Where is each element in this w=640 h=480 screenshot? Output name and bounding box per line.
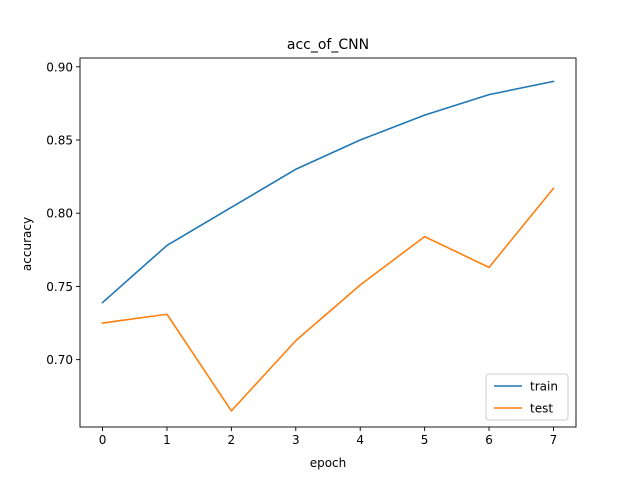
x-tick-label: 5 bbox=[421, 433, 429, 447]
x-tick-label: 6 bbox=[485, 433, 493, 447]
x-tick-label: 3 bbox=[292, 433, 300, 447]
x-axis-title: epoch bbox=[310, 456, 347, 470]
x-tick-label: 7 bbox=[550, 433, 558, 447]
y-tick-label: 0.70 bbox=[46, 353, 73, 367]
y-tick-label: 0.90 bbox=[46, 60, 73, 74]
series-line-train bbox=[101, 80, 555, 304]
y-axis-title: accuracy bbox=[20, 217, 34, 271]
y-tick-label: 0.80 bbox=[46, 207, 73, 221]
axes-frame bbox=[79, 57, 577, 428]
series-line-test bbox=[101, 187, 555, 412]
legend-label-train: train bbox=[530, 380, 558, 394]
x-tick-label: 0 bbox=[99, 433, 107, 447]
y-tick-label: 0.85 bbox=[46, 134, 73, 148]
plot-area: 0 1 2 3 4 5 6 7 0.70 0.75 0.80 0.85 0.90 train test bbox=[46, 57, 577, 447]
chart-title: acc_of_CNN bbox=[287, 37, 369, 53]
x-tick-label: 1 bbox=[163, 433, 171, 447]
legend-label-test: test bbox=[530, 402, 553, 416]
x-tick-label: 2 bbox=[228, 433, 236, 447]
x-tick-label: 4 bbox=[356, 433, 364, 447]
y-tick-label: 0.75 bbox=[46, 280, 73, 294]
